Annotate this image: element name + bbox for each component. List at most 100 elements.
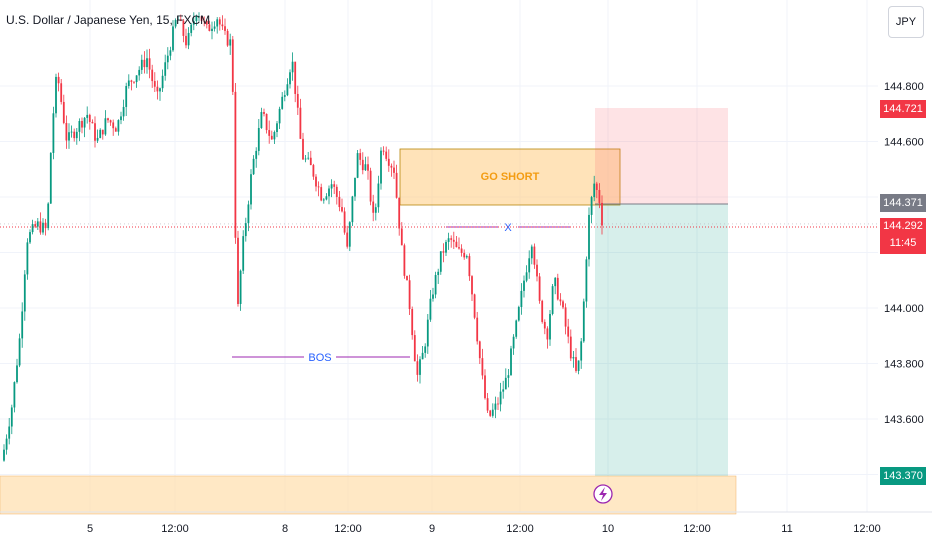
x-tick-label: 9	[429, 523, 435, 535]
candle-body	[346, 232, 349, 247]
candle-body	[278, 108, 281, 124]
candle-body	[442, 251, 445, 253]
candle-body	[117, 120, 120, 132]
candle-body	[312, 165, 315, 177]
candle-body	[460, 248, 463, 253]
y-tick-label: 144.600	[884, 137, 924, 149]
candle-body	[122, 106, 125, 117]
candle-body	[380, 150, 382, 184]
candle-body	[104, 118, 107, 135]
candle-body	[585, 259, 588, 302]
x-tick-label: 10	[602, 523, 614, 535]
candle-body	[130, 80, 133, 82]
candle-body	[367, 164, 369, 171]
candle-body	[252, 158, 255, 175]
candle-body	[374, 207, 377, 213]
last-price-label: 144.292 11:45	[880, 218, 926, 254]
candle-body	[348, 222, 351, 247]
candle-body	[525, 272, 528, 281]
candle-body	[192, 20, 195, 25]
candle-body	[341, 207, 343, 212]
candle-body	[315, 176, 317, 187]
candle-body	[120, 116, 122, 121]
candle-body	[533, 246, 536, 265]
bar-countdown: 11:45	[889, 237, 917, 249]
candle-body	[213, 26, 216, 29]
take-profit-zone	[595, 204, 728, 476]
candle-body	[393, 167, 395, 173]
candle-body	[75, 131, 78, 139]
candle-body	[338, 196, 341, 208]
candle-body	[530, 246, 533, 259]
candle-body	[185, 35, 187, 46]
candle-body	[55, 76, 57, 114]
candle-body	[458, 247, 460, 249]
candle-body	[208, 24, 211, 32]
candle-body	[187, 32, 190, 46]
candle-body	[237, 237, 239, 304]
candle-body	[468, 256, 471, 277]
candle-body	[494, 403, 497, 410]
candle-body	[174, 19, 177, 27]
candle-body	[42, 222, 44, 233]
candle-body	[65, 122, 68, 141]
candle-body	[250, 174, 252, 205]
candle-body	[580, 341, 583, 361]
candle-body	[559, 299, 562, 302]
candle-body	[411, 309, 414, 336]
candle-body	[538, 276, 541, 301]
candle-body	[169, 50, 172, 56]
x-tick-label: 12:00	[683, 523, 711, 535]
stop-price-label: 144.721	[880, 100, 926, 118]
candle-body	[151, 69, 154, 82]
candle-body	[198, 16, 200, 17]
candle-body	[216, 19, 219, 27]
candle-body	[5, 438, 8, 450]
x-tick-label: 12:00	[334, 523, 362, 535]
candle-body	[299, 107, 302, 139]
candle-body	[543, 321, 546, 329]
candle-body	[16, 365, 18, 383]
candle-body	[260, 112, 263, 128]
candle-body	[36, 221, 39, 227]
candle-body	[408, 280, 411, 310]
candle-body	[135, 75, 138, 83]
candle-body	[205, 20, 208, 25]
candle-body	[21, 311, 24, 339]
candle-body	[432, 294, 434, 299]
candle-body	[385, 151, 388, 159]
go-short-label: GO SHORT	[481, 171, 540, 183]
candle-body	[47, 203, 50, 229]
candle-body	[416, 361, 419, 375]
candle-body	[400, 228, 403, 246]
currency-button[interactable]: JPY	[888, 6, 924, 38]
bos-label: BOS	[308, 352, 331, 364]
candle-body	[276, 123, 278, 133]
candle-body	[403, 245, 406, 276]
entry-price-label: 144.371	[880, 194, 926, 212]
candle-body	[268, 130, 271, 136]
candle-body	[335, 186, 338, 197]
candle-body	[143, 59, 146, 68]
candle-body	[512, 336, 515, 349]
candle-body	[343, 211, 346, 233]
candle-body	[127, 80, 130, 87]
candle-body	[81, 121, 83, 128]
candle-body	[125, 86, 128, 107]
candle-body	[18, 338, 21, 366]
candle-body	[239, 270, 242, 304]
candle-body	[49, 152, 52, 204]
candle-body	[200, 16, 203, 21]
price-axis	[878, 0, 932, 550]
x-tick-label: 8	[282, 523, 288, 535]
candle-body	[265, 113, 268, 131]
candle-body	[364, 164, 367, 171]
candle-body	[463, 252, 466, 258]
candle-body	[387, 158, 390, 166]
candle-body	[94, 123, 96, 141]
candle-body	[445, 241, 447, 253]
candle-body	[328, 188, 330, 197]
candle-body	[133, 81, 135, 83]
candle-body	[211, 28, 213, 32]
